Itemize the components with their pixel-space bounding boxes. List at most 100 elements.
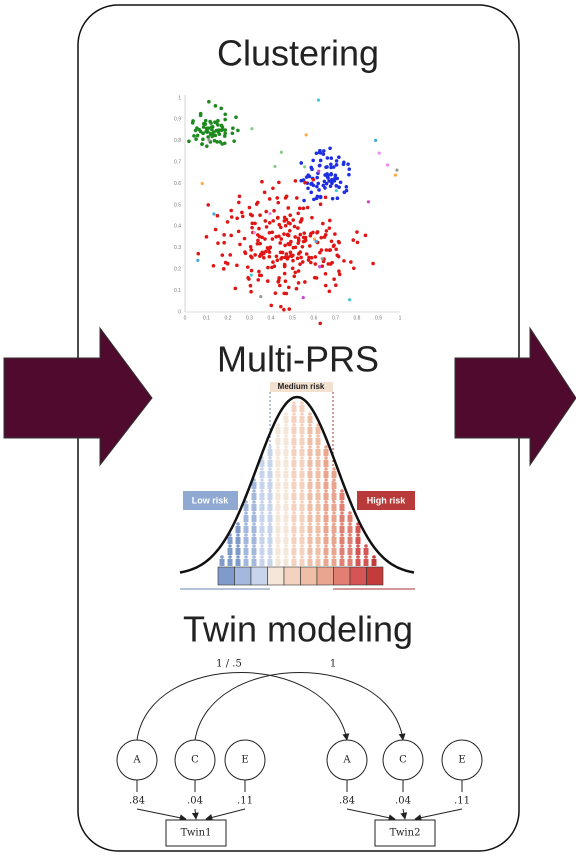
- scatter-point: [298, 220, 303, 224]
- scatter-point: [318, 158, 323, 163]
- person-icon: [315, 493, 321, 500]
- scatter-point: [210, 133, 215, 137]
- person-icon: [283, 449, 289, 456]
- scatter-point: [258, 241, 262, 246]
- person-icon: [252, 511, 256, 515]
- scatter-point: [297, 206, 302, 211]
- scatter-point: [263, 219, 268, 223]
- person-icon: [251, 537, 257, 544]
- scatter-point: [328, 184, 333, 188]
- person-icon: [316, 467, 320, 471]
- scatter-point: [330, 181, 334, 186]
- scatter-point: [282, 271, 287, 276]
- panel-frame: [77, 4, 520, 852]
- scatter-point: [318, 194, 323, 199]
- person-icon: [236, 555, 240, 559]
- loading-path: [136, 808, 187, 822]
- person-icon: [268, 445, 272, 449]
- scatter-point: [270, 230, 275, 235]
- scatter-point: [311, 177, 316, 182]
- scatter-point: [355, 230, 359, 234]
- scatter-point: [317, 169, 321, 173]
- scatter-point: [211, 263, 216, 268]
- person-icon: [323, 526, 329, 533]
- person-icon: [307, 416, 313, 423]
- scatter-point: [296, 269, 301, 273]
- person-icon: [251, 493, 257, 500]
- person-icon: [340, 489, 344, 493]
- scatter-point: [222, 233, 226, 237]
- scatter-point: [269, 303, 274, 308]
- person-icon: [267, 493, 273, 500]
- person-icon: [339, 548, 345, 555]
- scatter-point: [213, 133, 218, 138]
- person-icon: [300, 423, 304, 427]
- person-icon: [251, 548, 257, 555]
- person-icon: [251, 559, 257, 566]
- person-icon: [260, 478, 264, 482]
- person-icon: [291, 416, 297, 423]
- person-icon: [355, 559, 361, 566]
- person-icon: [340, 511, 344, 515]
- scatter-point: [336, 239, 341, 244]
- person-icon: [267, 515, 273, 522]
- person-icon: [332, 511, 336, 515]
- person-icon: [315, 548, 321, 555]
- scatter-point: [313, 262, 318, 266]
- high-risk-box: [357, 491, 415, 510]
- scatter-point: [213, 120, 217, 124]
- scatter-point: [294, 286, 299, 291]
- person-icon: [259, 471, 265, 478]
- risk-square: [250, 566, 268, 586]
- scatter-point: [346, 162, 350, 166]
- scatter-point: [260, 179, 264, 184]
- loading-path: [400, 808, 408, 820]
- person-icon: [323, 482, 329, 489]
- person-icon: [276, 544, 280, 548]
- person-icon: [308, 489, 312, 493]
- scatter-point: [328, 262, 333, 266]
- scatter-point: [223, 128, 228, 132]
- scatter-point: [296, 226, 300, 230]
- person-icon: [283, 526, 289, 533]
- medium-risk-label: Medium risk: [278, 382, 325, 391]
- person-icon: [308, 511, 312, 515]
- scatter-point: [303, 280, 307, 284]
- scatter-point: [318, 202, 323, 206]
- person-icon: [308, 500, 312, 504]
- person-icon: [275, 449, 281, 456]
- scatter-point: [214, 128, 219, 133]
- person-icon: [252, 533, 256, 537]
- scatter-point: [323, 283, 328, 288]
- scatter-point: [237, 200, 241, 205]
- scatter-point: [216, 241, 220, 245]
- scatter-point: [220, 128, 225, 132]
- person-icon: [300, 555, 304, 559]
- scatter-point: [253, 221, 257, 226]
- person-icon: [267, 460, 273, 467]
- scatter-point: [324, 165, 328, 170]
- covariance-path: [136, 672, 350, 741]
- person-icon: [291, 515, 297, 522]
- person-icon: [300, 489, 304, 493]
- scatter-point: [351, 238, 356, 242]
- person-icon: [307, 449, 313, 456]
- path-label: 1 / .5: [216, 659, 242, 670]
- person-icon: [267, 504, 273, 511]
- loading-label: .84: [339, 796, 355, 807]
- person-icon: [292, 533, 296, 537]
- section-title: Multi-PRS: [217, 339, 379, 380]
- person-icon: [276, 434, 280, 438]
- person-icon: [324, 467, 328, 471]
- scatter-point: [334, 159, 339, 163]
- scatter-point: [265, 279, 270, 283]
- person-icon: [315, 471, 321, 478]
- scatter-point: [303, 180, 307, 185]
- label-bg: [326, 657, 340, 671]
- scatter-point: [271, 186, 275, 191]
- person-icon: [283, 482, 289, 489]
- y-tick-label: 0.4: [174, 224, 181, 230]
- person-icon: [355, 548, 361, 555]
- scatter-point: [328, 248, 333, 252]
- scatter-point: [331, 165, 336, 169]
